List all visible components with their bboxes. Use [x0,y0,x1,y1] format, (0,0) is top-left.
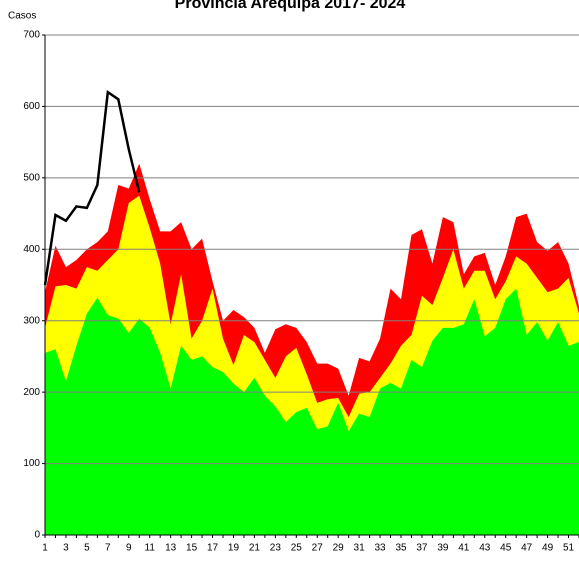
y-tick-label: 100 [23,458,40,469]
y-tick-label: 400 [23,244,40,255]
line [43,89,141,286]
x-tick-label: 1 [42,543,48,554]
x-tick-label: 45 [500,543,512,554]
x-tick-label: 3 [63,543,69,554]
x-tick-label: 35 [395,543,407,554]
x-tick-label: 29 [333,543,345,554]
x-tick-label: 17 [207,543,219,554]
x-tick-label: 9 [126,543,132,554]
y-tick-label: 200 [23,387,40,398]
x-tick-label: 47 [521,543,533,554]
y-tick-label: 0 [34,530,40,541]
x-tick-label: 33 [374,543,386,554]
x-tick-label: 5 [84,543,90,554]
x-tick-label: 11 [145,543,156,554]
y-tick-label: 700 [23,30,40,41]
y-tick-label: 300 [23,315,40,326]
x-tick-label: 21 [249,543,261,554]
x-tick-label: 19 [228,543,240,554]
x-tick-label: 25 [291,543,303,554]
x-tick-label: 43 [479,543,491,554]
y-tick-label: 600 [23,101,40,112]
x-tick-label: 49 [542,543,554,554]
chart-title: Provincia Arequipa 2017- 2024 [175,0,406,12]
y-axis-label: Casos [8,11,36,22]
x-tick-label: 37 [416,543,428,554]
area [45,288,579,535]
x-tick-label: 31 [354,543,366,554]
x-tick-label: 27 [312,543,324,554]
x-tick-label: 7 [105,543,111,554]
x-tick-label: 39 [437,543,449,554]
y-tick-label: 500 [23,172,40,183]
x-tick-label: 23 [270,543,282,554]
x-tick-label: 51 [563,543,575,554]
x-tick-label: 13 [165,543,177,554]
x-tick-label: 15 [186,543,198,554]
x-tick-label: 41 [458,543,470,554]
